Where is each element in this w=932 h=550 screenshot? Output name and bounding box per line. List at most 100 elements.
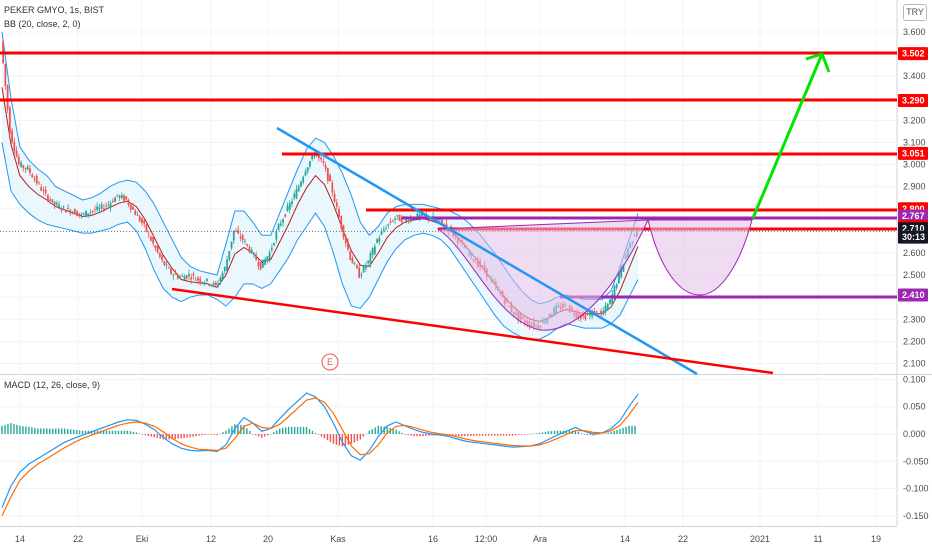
macd-histogram-bar <box>332 434 335 444</box>
candle-body <box>201 282 204 284</box>
candle-body <box>143 220 146 224</box>
candle-body <box>206 278 208 281</box>
macd-histogram-bar <box>228 428 230 434</box>
candle-body <box>613 286 616 299</box>
candle-body <box>105 205 108 207</box>
macd-histogram-bar <box>311 430 314 434</box>
macd-histogram-bar <box>237 424 239 434</box>
time-tick-label: 14 <box>620 534 630 544</box>
macd-axis[interactable]: 0.100 0.050 0.000 -0.050 -0.100 -0.150 <box>903 374 929 521</box>
macd-histogram-bar <box>317 434 320 435</box>
candle-body <box>107 204 110 206</box>
macd-histogram-bar <box>75 429 78 434</box>
target-arrow-head[interactable] <box>805 52 831 73</box>
candle-body <box>138 216 141 222</box>
projected-cup-pattern[interactable] <box>647 219 753 296</box>
macd-histogram-bar <box>377 425 379 434</box>
candle-body <box>44 189 47 194</box>
candle-body <box>109 203 112 208</box>
macd-histogram-bar <box>243 425 245 434</box>
macd-histogram-bar <box>296 426 299 434</box>
support-trendline[interactable] <box>171 287 774 375</box>
candle-body <box>326 168 329 182</box>
candle-body <box>123 195 125 201</box>
candle-body <box>181 275 184 277</box>
candle-body <box>80 213 83 215</box>
candle-body <box>15 150 18 157</box>
candle-body <box>291 201 293 204</box>
macd-histogram-bar <box>401 432 403 434</box>
price-tick-label: 2.600 <box>903 248 926 258</box>
candle-body <box>275 231 278 240</box>
candle-body <box>382 229 385 231</box>
macd-histogram-bar <box>4 424 6 434</box>
candle-body <box>235 231 237 233</box>
macd-histogram-bar <box>105 430 108 434</box>
candle-body <box>418 214 421 217</box>
price-tick-label: 3.600 <box>903 27 926 37</box>
macd-histogram-bar <box>261 434 263 438</box>
macd-histogram-bar <box>410 434 412 436</box>
macd-histogram-bar <box>479 434 481 436</box>
macd-histogram-bar <box>529 434 532 435</box>
price-tag-label: 2.710 <box>902 224 925 234</box>
candle-body <box>584 315 587 320</box>
candle-body <box>351 258 354 264</box>
candle-body <box>147 233 150 235</box>
cup-pattern[interactable] <box>436 219 649 331</box>
time-axis[interactable]: 14 22 Eki 12 20 Kas 16 12:00 Ara 14 22 2021 11 19 <box>15 534 881 544</box>
candle-body <box>367 260 370 264</box>
macd-histogram-bar <box>93 430 96 434</box>
candle-body <box>407 220 410 222</box>
macd-tick-label: -0.150 <box>903 511 929 521</box>
macd-histogram-bar <box>186 434 188 438</box>
macd-histogram-bar <box>535 433 538 434</box>
candle-body <box>228 251 231 260</box>
candle-body <box>391 221 394 223</box>
candle-body <box>214 282 217 286</box>
candle-body <box>618 272 620 283</box>
macd-histogram-bar <box>556 430 559 434</box>
target-arrow-line[interactable] <box>751 53 824 219</box>
bb-legend[interactable]: BB (20, close, 2, 0) <box>4 19 81 29</box>
candle-body <box>353 263 356 265</box>
candle-body <box>31 174 34 178</box>
macd-legend[interactable]: MACD (12, 26, close, 9) <box>4 380 100 390</box>
candle-body <box>320 157 323 160</box>
time-tick-label: 12 <box>206 534 216 544</box>
candle-body <box>156 245 159 253</box>
candle-body <box>22 165 25 168</box>
macd-histogram-bar <box>207 434 209 435</box>
macd-histogram-bar <box>559 430 562 434</box>
macd-histogram-bar <box>613 430 615 434</box>
macd-tick-label: 0.050 <box>903 402 926 412</box>
macd-histogram-bar <box>550 431 553 434</box>
macd-histogram-bar <box>183 434 185 439</box>
macd-histogram-bar <box>10 423 12 434</box>
candle-body <box>87 213 90 216</box>
currency-button[interactable]: TRY <box>903 4 927 21</box>
price-tag-label: 30:13 <box>902 232 925 242</box>
candle-body <box>266 256 269 262</box>
macd-histogram-bar <box>1 425 3 434</box>
descending-trendline[interactable] <box>276 126 698 376</box>
candle-body <box>197 277 199 281</box>
candle-body <box>398 215 401 221</box>
candle-body <box>223 267 226 272</box>
candle-body <box>309 161 311 167</box>
symbol-legend[interactable]: PEKER GMYO, 1s, BIST <box>4 5 105 15</box>
macd-histogram-bar <box>356 434 359 441</box>
macd-histogram-bar <box>365 433 367 435</box>
candle-body <box>360 274 363 276</box>
time-tick-label: 19 <box>871 534 881 544</box>
earnings-event-icon[interactable] <box>321 353 339 371</box>
macd-histogram-bar <box>499 434 502 436</box>
macd-histogram-bar <box>216 434 218 436</box>
macd-histogram-bar <box>476 434 478 436</box>
macd-histogram-bar <box>625 426 627 434</box>
price-axis[interactable]: 3.6003.5003.4003.3003.2003.1003.0002.900… <box>903 27 926 369</box>
price-tick-label: 2.900 <box>903 182 926 192</box>
price-tick-label: 3.200 <box>903 115 926 125</box>
candle-body <box>595 311 598 313</box>
